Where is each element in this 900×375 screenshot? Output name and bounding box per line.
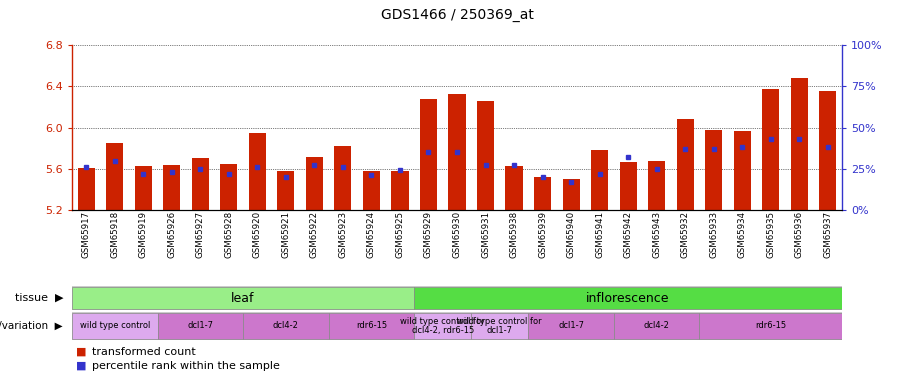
Text: GDS1466 / 250369_at: GDS1466 / 250369_at [381, 9, 534, 22]
Bar [614, 313, 699, 339]
Text: dcl1-7: dcl1-7 [187, 321, 213, 330]
Bar [534, 177, 551, 210]
Text: ■: ■ [76, 347, 91, 357]
Bar [392, 171, 409, 210]
Bar [106, 143, 123, 210]
Bar [472, 313, 528, 339]
Bar [648, 160, 665, 210]
Bar [734, 130, 751, 210]
Bar [163, 165, 180, 210]
Bar [72, 287, 414, 309]
Bar [528, 313, 614, 339]
Bar [135, 166, 152, 210]
Bar [705, 129, 722, 210]
Text: percentile rank within the sample: percentile rank within the sample [92, 361, 280, 371]
Text: ■: ■ [76, 361, 91, 371]
Text: dcl1-7: dcl1-7 [558, 321, 584, 330]
Bar [414, 313, 472, 339]
Bar [243, 313, 328, 339]
Text: rdr6-15: rdr6-15 [755, 321, 787, 330]
Bar [220, 164, 238, 210]
Bar [363, 171, 380, 210]
Text: wild type control for
dcl4-2, rdr6-15: wild type control for dcl4-2, rdr6-15 [400, 316, 485, 335]
Bar [158, 313, 243, 339]
Bar [328, 313, 414, 339]
Bar [248, 133, 266, 210]
Text: tissue  ▶: tissue ▶ [14, 293, 63, 303]
Bar [506, 166, 523, 210]
Bar [77, 168, 94, 210]
Bar [791, 78, 808, 210]
Bar [819, 92, 836, 210]
Text: wild type control for
dcl1-7: wild type control for dcl1-7 [457, 316, 542, 335]
Bar [306, 158, 323, 210]
Bar [335, 146, 352, 210]
Text: rdr6-15: rdr6-15 [356, 321, 387, 330]
Text: dcl4-2: dcl4-2 [644, 321, 670, 330]
Bar [619, 162, 636, 210]
Text: inflorescence: inflorescence [587, 291, 670, 304]
Bar [699, 313, 842, 339]
Bar [477, 101, 494, 210]
Bar [562, 179, 580, 210]
Text: genotype/variation  ▶: genotype/variation ▶ [0, 321, 63, 331]
Text: transformed count: transformed count [92, 347, 195, 357]
Bar [448, 94, 465, 210]
Bar [420, 99, 437, 210]
Bar [762, 89, 779, 210]
Text: wild type control: wild type control [79, 321, 150, 330]
Bar [192, 158, 209, 210]
Bar [277, 171, 294, 210]
Bar [591, 150, 608, 210]
Text: leaf: leaf [231, 291, 255, 304]
Bar [677, 119, 694, 210]
Bar [72, 313, 158, 339]
Text: dcl4-2: dcl4-2 [273, 321, 299, 330]
Bar [414, 287, 842, 309]
